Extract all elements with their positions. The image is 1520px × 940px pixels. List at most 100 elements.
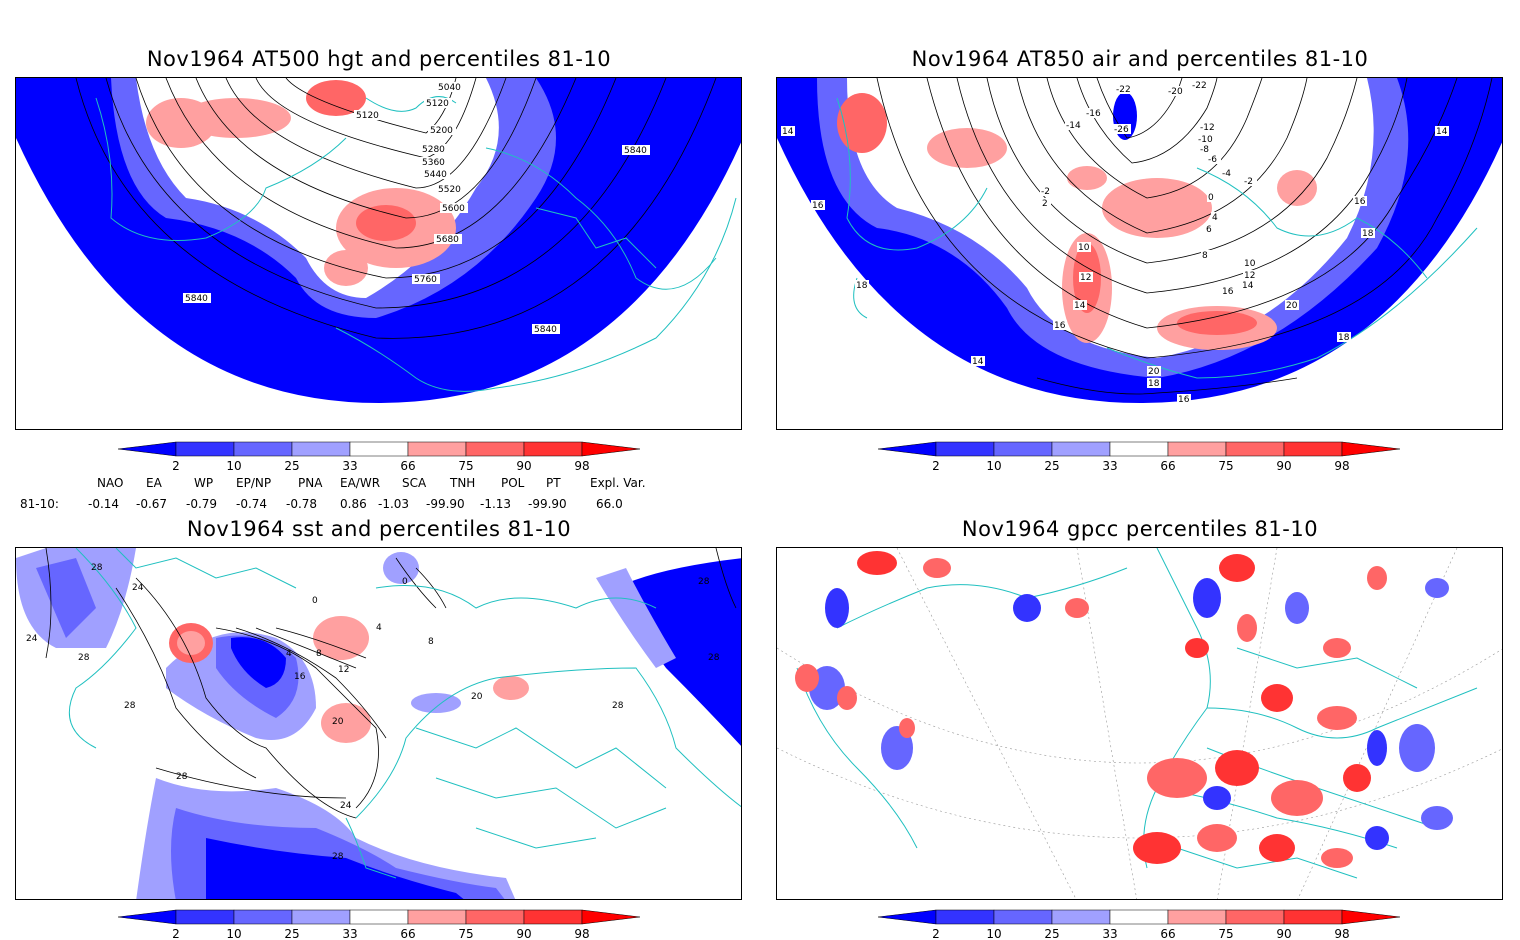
index-value-pol: -1.13: [480, 497, 512, 511]
colorbar-tick-label: 25: [1044, 459, 1059, 472]
index-header-wp: WP: [194, 476, 214, 490]
colorbar-segment: [233, 441, 293, 457]
svg-text:-2: -2: [1041, 187, 1050, 197]
colorbar-arrow-left: [117, 441, 177, 457]
colorbar-tick-label: 33: [342, 459, 357, 472]
colorbar-segment: [1283, 441, 1343, 457]
svg-text:14: 14: [1436, 127, 1448, 137]
svg-text:5680: 5680: [436, 235, 459, 245]
svg-text:4: 4: [376, 623, 382, 633]
colorbar-tick-label: 33: [342, 927, 357, 940]
index-header-pna: PNA: [298, 476, 323, 490]
colorbar-tick-label: 90: [1276, 459, 1291, 472]
svg-text:16: 16: [1354, 197, 1366, 207]
svg-text:14: 14: [782, 127, 794, 137]
index-value-tnh: -99.90: [426, 497, 465, 511]
colorbar-segment: [1167, 441, 1227, 457]
svg-text:16: 16: [1178, 395, 1190, 405]
colorbar-segment: [349, 441, 409, 457]
colorbar-tick-label: 90: [516, 459, 531, 472]
svg-text:28: 28: [124, 701, 136, 711]
index-value-nao: -0.14: [88, 497, 120, 511]
panel-title-sst: Nov1964 sst and percentiles 81-10: [186, 517, 572, 541]
svg-text:14: 14: [1074, 301, 1086, 311]
svg-text:16: 16: [812, 201, 824, 211]
colorbar-tick-label: 66: [400, 459, 415, 472]
svg-text:6: 6: [1206, 225, 1212, 235]
colorbar-arrow-right: [1341, 909, 1401, 925]
svg-text:0: 0: [312, 596, 318, 606]
svg-text:0: 0: [402, 577, 408, 587]
svg-text:5520: 5520: [438, 185, 461, 195]
colorbar-tick-label: 98: [1334, 459, 1349, 472]
svg-text:5760: 5760: [414, 275, 437, 285]
svg-text:5280: 5280: [422, 145, 445, 155]
colorbar-tick-label: 90: [516, 927, 531, 940]
colorbar-tick-label: 66: [400, 927, 415, 940]
svg-text:4: 4: [1212, 213, 1218, 223]
colorbar-tick-label: 33: [1102, 927, 1117, 940]
index-header-pt: PT: [546, 476, 561, 490]
svg-text:18: 18: [856, 281, 868, 291]
colorbar-tick-label: 25: [284, 459, 299, 472]
colorbar-segment: [935, 441, 995, 457]
svg-text:5840: 5840: [185, 294, 208, 304]
colorbar-segment: [291, 441, 351, 457]
index-header-explvar: Expl. Var.: [590, 476, 646, 490]
map-panel-sst: 28 24 24 28 28 28 0 0 4 4 8 8 12 16 20 2…: [15, 547, 742, 900]
colorbar-segment: [1225, 909, 1285, 925]
colorbar-arrow-left: [877, 441, 937, 457]
index-header-ea: EA: [146, 476, 162, 490]
colorbar-segment: [935, 909, 995, 925]
svg-text:-26: -26: [1114, 125, 1129, 135]
svg-text:20: 20: [1286, 301, 1298, 311]
svg-text:16: 16: [1222, 287, 1234, 297]
colorbar-tick-label: 90: [1276, 927, 1291, 940]
panel-title-hgt: Nov1964 AT500 hgt and percentiles 81-10: [146, 47, 612, 71]
svg-text:-16: -16: [1086, 109, 1101, 119]
svg-text:-4: -4: [1222, 169, 1231, 179]
svg-text:16: 16: [1054, 321, 1066, 331]
colorbar-segment: [523, 441, 583, 457]
map-panel-gpcc: [776, 547, 1503, 900]
colorbar-tick-label: 25: [284, 927, 299, 940]
colorbar-bottom-left: 2 10 25 33 66 75 90 98: [117, 909, 641, 940]
precip-anomalies: [795, 551, 1453, 868]
index-value-explvar: 66.0: [596, 497, 623, 511]
svg-text:5200: 5200: [430, 126, 453, 136]
index-header-eawr: EA/WR: [340, 476, 381, 490]
svg-text:0: 0: [1208, 193, 1214, 203]
index-value-sca: -1.03: [378, 497, 410, 511]
svg-text:5360: 5360: [422, 158, 445, 168]
svg-text:10: 10: [1244, 259, 1256, 269]
colorbar-tick-label: 75: [458, 459, 473, 472]
colorbar-tick-label: 75: [1218, 459, 1233, 472]
index-value-pt: -99.90: [528, 497, 567, 511]
svg-text:-14: -14: [1066, 121, 1081, 131]
colorbar-tick-label: 75: [458, 927, 473, 940]
svg-text:28: 28: [332, 852, 344, 862]
colorbar-tick-label: 2: [932, 927, 940, 940]
colorbar-segment: [407, 909, 467, 925]
colorbar-segment: [291, 909, 351, 925]
colorbar-top-right: 2 10 25 33 66 75 90 98: [877, 441, 1401, 472]
colorbar-segment: [523, 909, 583, 925]
svg-text:28: 28: [612, 701, 624, 711]
svg-text:20: 20: [332, 717, 344, 727]
svg-text:-20: -20: [1168, 87, 1183, 97]
svg-text:-2: -2: [1244, 177, 1253, 187]
colorbar-top-left: 2 10 25 33 66 75 90 98: [117, 441, 641, 472]
svg-text:5120: 5120: [356, 111, 379, 121]
panel-title-air: Nov1964 AT850 air and percentiles 81-10: [911, 47, 1369, 71]
panel-title-gpcc: Nov1964 gpcc percentiles 81-10: [961, 517, 1319, 541]
svg-text:10: 10: [1078, 243, 1090, 253]
colorbar-segment: [175, 441, 235, 457]
colorbar-arrow-left: [117, 909, 177, 925]
index-value-epnp: -0.74: [236, 497, 268, 511]
svg-text:-6: -6: [1208, 155, 1217, 165]
svg-text:18: 18: [1338, 333, 1350, 343]
colorbar-tick-label: 98: [574, 459, 589, 472]
svg-text:2: 2: [1042, 199, 1048, 209]
colorbar-tick-label: 98: [574, 927, 589, 940]
svg-text:8: 8: [1202, 251, 1208, 261]
